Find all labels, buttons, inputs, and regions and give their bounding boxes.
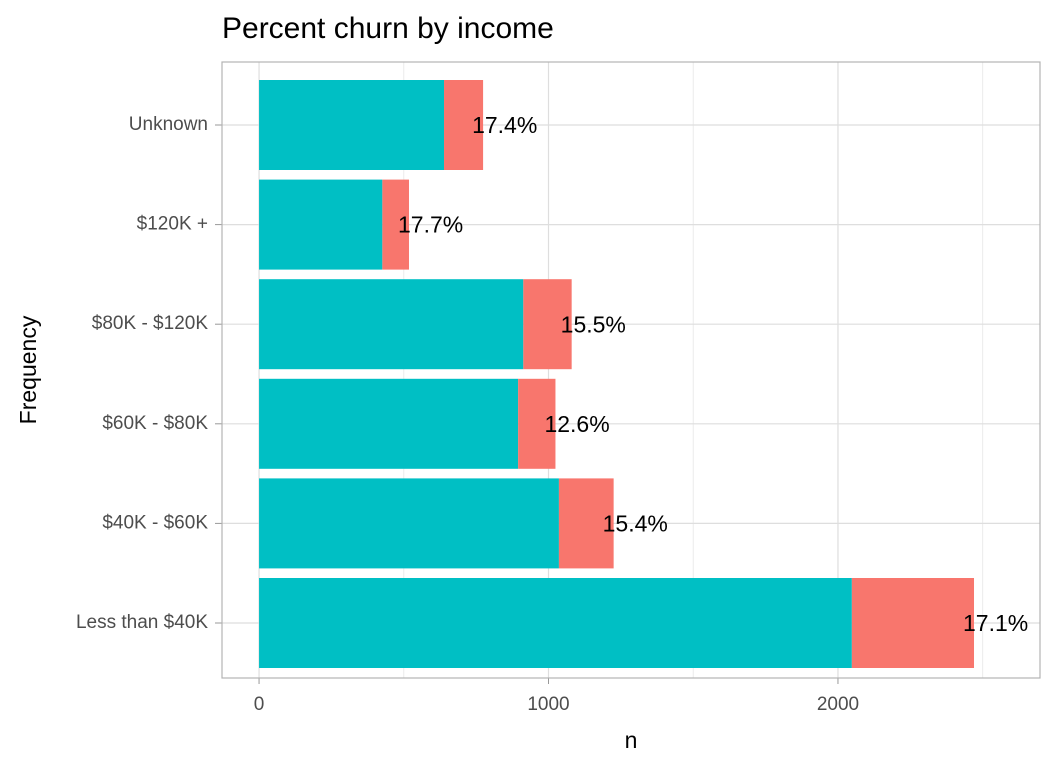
bar-segment [558,478,614,569]
y-tick-label: $40K - $60K [102,512,208,533]
bar-label: 17.7% [398,212,463,238]
bar-segment [523,279,572,370]
x-tick-label: 2000 [817,694,859,715]
bar-segment [259,179,383,270]
bar-label: 12.6% [544,411,609,437]
y-tick-label: Unknown [129,114,208,135]
bar-segment [259,378,519,469]
bar-segment [259,80,445,170]
bar-segment [259,578,852,668]
x-tick-label: 1000 [527,694,569,715]
panel-border [221,61,1041,679]
bar-label: 15.4% [603,510,668,536]
bar-segment [444,80,484,170]
bar-segment [259,478,559,569]
bar-segment [518,378,556,469]
x-tick-label: 0 [254,694,265,715]
bar-label: 17.4% [472,112,537,138]
bar-segment [382,179,409,270]
bar-segment [851,578,975,668]
y-tick-label: $60K - $80K [102,413,208,434]
y-axis-label: Frequency [15,315,41,424]
bar-label: 15.5% [561,311,626,337]
y-tick-label: $120K + [137,214,208,235]
y-tick-label: Less than $40K [76,612,208,633]
bar-label: 17.1% [963,610,1028,636]
x-axis-label: n [625,727,638,753]
chart-title: Percent churn by income [222,12,554,45]
y-tick-label: $80K - $120K [92,313,209,334]
bar-segment [259,279,524,370]
